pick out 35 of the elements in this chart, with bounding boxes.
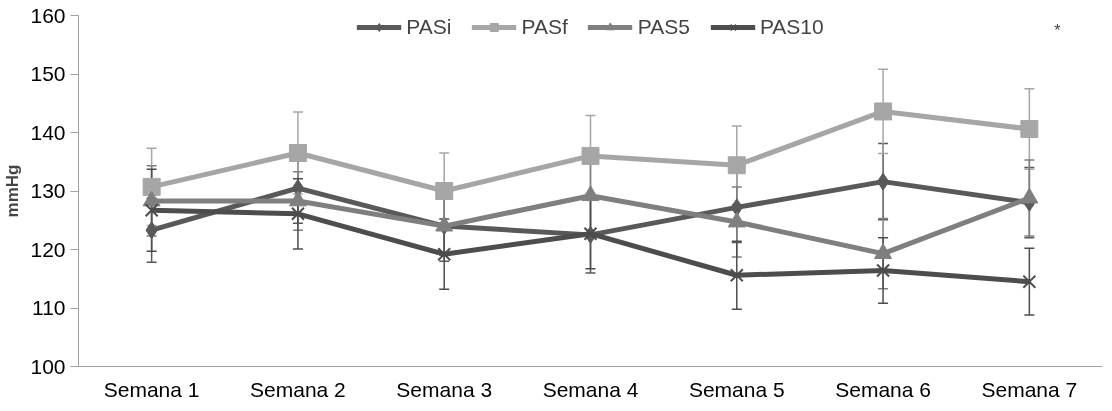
point [437, 247, 452, 262]
point [581, 185, 600, 202]
legend-label: PAS10 [759, 15, 824, 39]
x-tick-label: Semana 3 [396, 377, 493, 401]
point [288, 143, 307, 162]
y-tick-label: 130 [30, 179, 66, 202]
y-tick-label: 120 [30, 237, 66, 261]
x-tick-label: Semana 4 [542, 377, 639, 401]
x-tick-label: Semana 7 [981, 377, 1078, 401]
legend-label: PAS5 [637, 15, 690, 39]
point [729, 268, 744, 283]
legend-label: PASi [406, 15, 452, 39]
point [1020, 119, 1039, 138]
y-tick-label: 150 [30, 62, 66, 85]
point [142, 177, 161, 196]
point [727, 156, 746, 175]
point [435, 182, 454, 200]
point [876, 172, 890, 191]
y-tick-label: 110 [32, 296, 66, 319]
point [876, 263, 891, 278]
point [1022, 274, 1037, 289]
point [581, 146, 600, 165]
x-tick-label: Semana 5 [688, 377, 785, 401]
y-tick-label: 100 [30, 354, 66, 378]
x-tick-label: Semana 1 [103, 377, 200, 401]
y-tick-label: 160 [30, 3, 66, 27]
point [874, 102, 893, 121]
y-axis-title: mmHg [3, 164, 23, 218]
legend-label: PASf [521, 15, 568, 39]
point [144, 203, 159, 218]
x-tick-label: Semana 6 [835, 377, 931, 401]
annotation: * [1054, 21, 1061, 39]
x-tick-label: Semana 2 [250, 377, 346, 401]
point [290, 206, 305, 221]
y-tick-label: 140 [30, 120, 66, 144]
